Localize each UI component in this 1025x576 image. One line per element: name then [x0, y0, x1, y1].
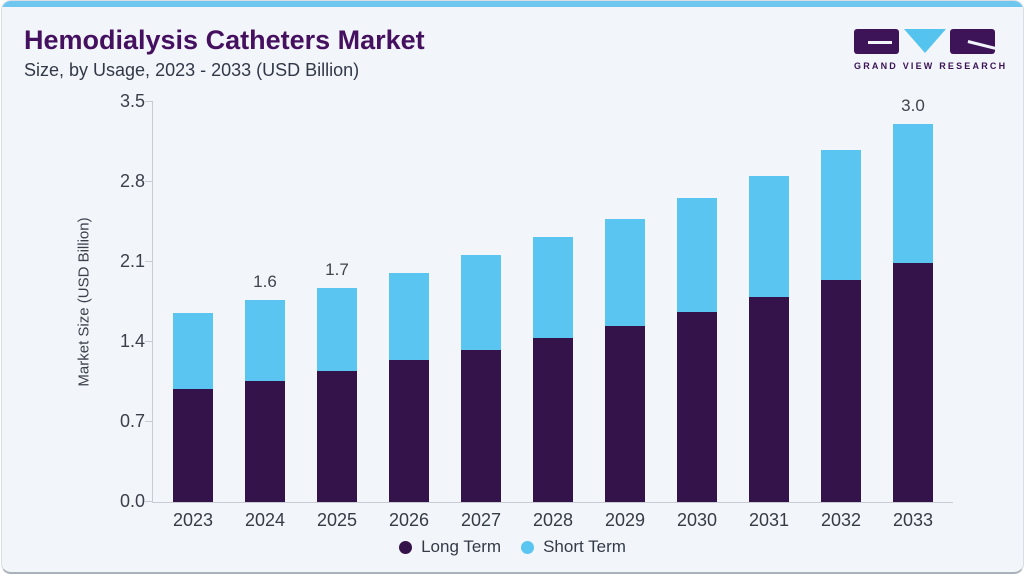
bar-short-term-2028 — [533, 237, 573, 339]
bar-short-term-2023 — [173, 313, 213, 389]
y-axis-line — [152, 102, 153, 502]
x-tick-label-2032: 2032 — [820, 510, 862, 530]
page-title: Hemodialysis Catheters Market — [24, 25, 425, 55]
bar-short-term-2031 — [749, 175, 789, 297]
total-data-label-2025: 1.7 — [325, 259, 349, 279]
y-tick-mark — [145, 341, 153, 342]
grand-view-research-logo: GRAND VIEW RESEARCH — [854, 29, 1008, 71]
bar-long-term-2024 — [245, 381, 285, 502]
gvr-logo-g-icon — [854, 29, 899, 54]
bar-short-term-2029 — [605, 218, 645, 326]
y-tick-label: 0.7 — [119, 411, 145, 431]
bar-short-term-2025 — [317, 287, 357, 371]
y-tick-mark — [145, 501, 153, 502]
bar-short-term-2024 — [245, 300, 285, 382]
bar-long-term-2027 — [461, 349, 501, 502]
y-tick-label: 1.4 — [119, 331, 145, 351]
bar-short-term-2027 — [461, 255, 501, 350]
top-accent-bar — [2, 1, 1023, 7]
gvr-logo-text: GRAND VIEW RESEARCH — [854, 61, 1008, 71]
legend-item-short-term: Short Term — [521, 537, 626, 557]
y-tick-label: 2.8 — [119, 171, 145, 191]
legend-item-long-term: Long Term — [399, 537, 501, 557]
bar-short-term-2033 — [893, 124, 933, 263]
plot-area: 0.0 0.7 1.4 2.1 2.8 3.5 2023 2024 1.6 2025 1.7 2026… — [120, 91, 954, 530]
total-data-label-2033: 3.0 — [901, 96, 925, 115]
x-tick-label-2029: 2029 — [604, 510, 646, 530]
gvr-logo-v-icon — [903, 29, 946, 53]
chart-legend: Long Term Short Term — [2, 537, 1023, 557]
y-tick-label: 2.1 — [119, 251, 145, 271]
x-tick-label-2023: 2023 — [172, 510, 214, 530]
y-tick-label: 3.5 — [119, 91, 145, 111]
bar-short-term-2026 — [389, 272, 429, 360]
x-tick-label-2026: 2026 — [388, 510, 430, 530]
chart-header: Hemodialysis Catheters Market Size, by U… — [24, 25, 425, 81]
legend-label: Long Term — [421, 537, 502, 556]
gvr-logo-r-icon — [950, 29, 995, 54]
y-tick-mark — [145, 421, 153, 422]
total-data-label-2024: 1.6 — [253, 272, 277, 292]
y-axis-title: Market Size (USD Billion) — [75, 217, 93, 387]
x-tick-label-2031: 2031 — [748, 510, 790, 530]
y-tick-mark — [145, 101, 153, 102]
x-tick-label-2025: 2025 — [316, 510, 358, 530]
bar-long-term-2029 — [605, 325, 645, 502]
bar-long-term-2026 — [389, 359, 429, 502]
bar-short-term-2030 — [677, 198, 717, 312]
legend-dot-icon — [521, 540, 535, 554]
y-tick-label: 0.0 — [119, 491, 145, 511]
legend-dot-icon — [399, 540, 413, 554]
bar-long-term-2025 — [317, 370, 357, 502]
bar-long-term-2032 — [821, 280, 861, 502]
bar-long-term-2031 — [749, 296, 789, 502]
bar-short-term-2032 — [821, 150, 861, 281]
x-tick-label-2028: 2028 — [532, 510, 574, 530]
y-tick-mark — [145, 261, 153, 262]
gvr-logo-mark — [854, 29, 995, 54]
x-tick-label-2030: 2030 — [676, 510, 718, 530]
x-tick-label-2033: 2033 — [892, 510, 934, 530]
bar-long-term-2033 — [893, 262, 933, 502]
x-axis-line — [152, 502, 953, 503]
x-tick-label-2027: 2027 — [460, 510, 502, 530]
legend-label: Short Term — [543, 537, 626, 556]
bar-long-term-2030 — [677, 311, 717, 502]
x-tick-label-2024: 2024 — [244, 510, 286, 530]
bar-long-term-2028 — [533, 338, 573, 502]
y-tick-mark — [145, 181, 153, 182]
bar-long-term-2023 — [173, 388, 213, 502]
chart-subtitle: Size, by Usage, 2023 - 2033 (USD Billion… — [24, 60, 360, 80]
